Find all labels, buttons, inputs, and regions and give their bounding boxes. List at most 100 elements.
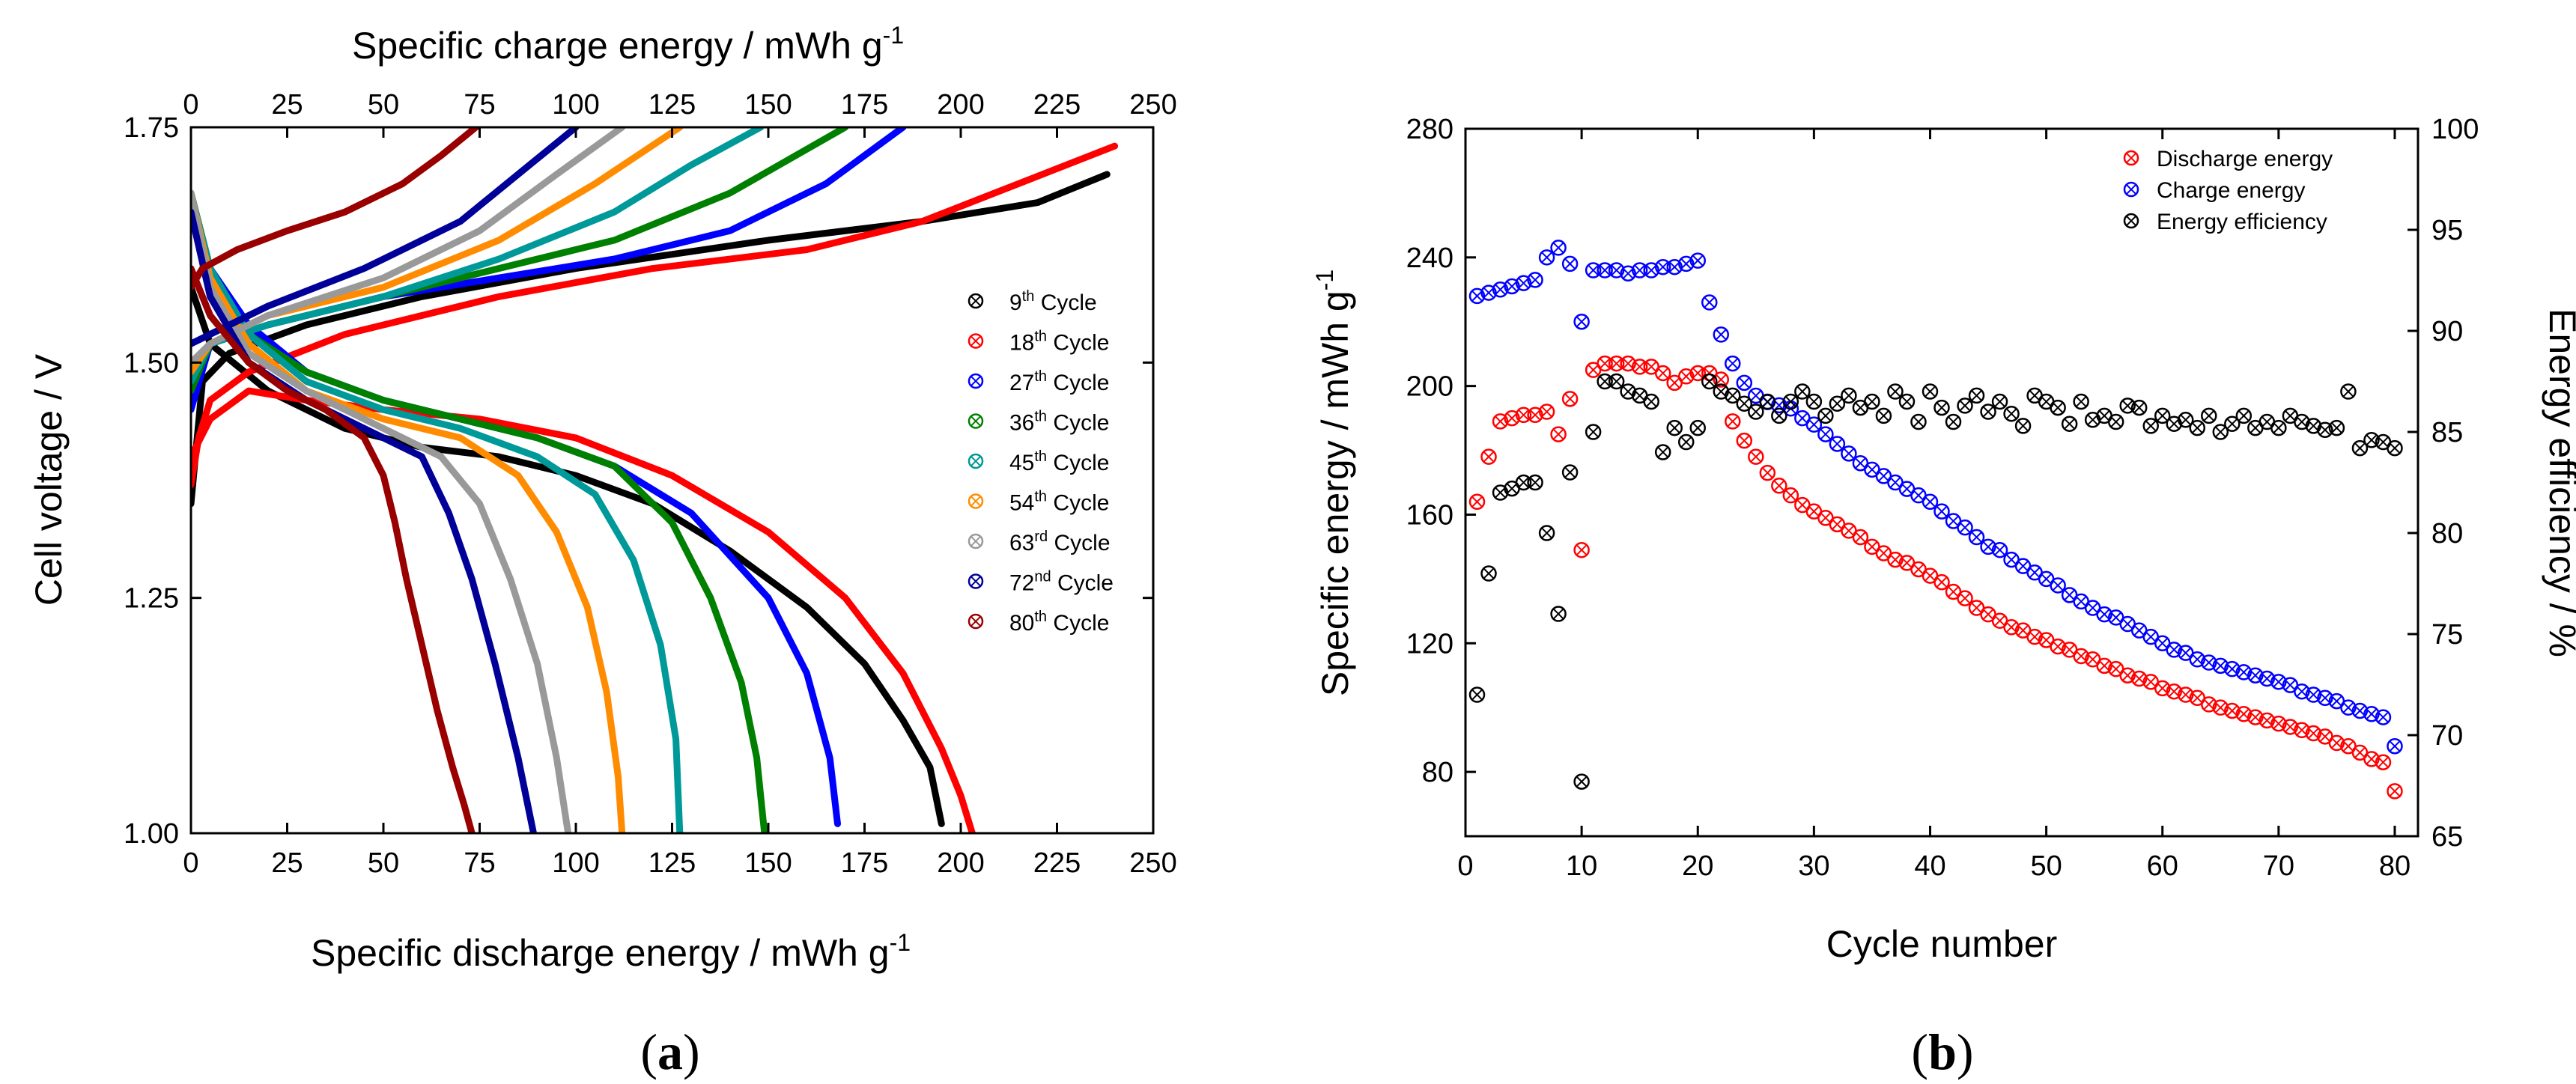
b-charge-energy-point	[1829, 436, 1846, 452]
a-legend-label-36: 36th Cycle	[1009, 409, 1109, 436]
b-energy-efficiency-point	[2130, 399, 2148, 416]
a-x-tick-label: 250	[1129, 847, 1176, 879]
b-legend-label-2: Charge energy	[2157, 178, 2305, 203]
b-x-tick-label: 70	[2263, 850, 2294, 882]
b-charge-energy-point	[2258, 670, 2276, 687]
b-charge-energy-point	[2317, 689, 2333, 707]
b-charge-energy-point	[2224, 660, 2241, 678]
b-energy-efficiency-point	[1991, 393, 2008, 410]
b-charge-energy-point	[1654, 258, 1671, 275]
b-discharge-energy-point	[2050, 638, 2066, 655]
b-charge-energy-point	[2096, 606, 2112, 623]
b-legend-marker-3	[2123, 213, 2139, 229]
b-discharge-energy-point	[1887, 551, 1904, 568]
b-charge-energy-point	[1585, 262, 1602, 278]
b-energy-efficiency-point	[1980, 404, 1996, 420]
b-discharge-energy-point	[1515, 406, 1532, 424]
a-series-layer	[191, 127, 1119, 833]
b-energy-efficiency-point	[1725, 387, 1741, 404]
b-discharge-energy-point	[2026, 628, 2043, 645]
b-energy-efficiency-point	[2317, 421, 2333, 439]
b-y-left-tick-label: 160	[1406, 499, 1453, 531]
b-energy-efficiency-point	[2014, 418, 2032, 434]
b-discharge-energy-point	[1771, 478, 1787, 494]
b-charge-energy-point	[2305, 686, 2322, 703]
a-legend-marker-80	[967, 613, 984, 630]
a-y-tick-label: 1.00	[124, 818, 179, 850]
b-energy-efficiency-point	[1968, 387, 1985, 404]
b-y-right-tick-label: 100	[2431, 114, 2479, 145]
b-discharge-energy-point	[2363, 751, 2380, 767]
a-legend: 9th Cycle 18th Cycle 27th Cycle 36th Cycle 4…	[967, 288, 1114, 636]
b-xlabel: Cycle number	[1826, 923, 2057, 965]
b-energy-efficiency-point	[1922, 383, 1939, 400]
b-discharge-energy-point	[1527, 406, 1543, 424]
b-energy-efficiency-point	[2224, 415, 2241, 432]
b-discharge-energy-point	[1480, 448, 1497, 465]
b-charge-energy-point	[1689, 252, 1706, 269]
b-discharge-energy-point	[1608, 355, 1625, 372]
b-charge-energy-point	[1515, 275, 1532, 291]
b-energy-efficiency-point	[1748, 404, 1764, 420]
b-y-right-tick-label: 90	[2431, 316, 2463, 347]
b-energy-efficiency-point	[1689, 419, 1706, 436]
a-x-top-tick-label: 150	[744, 89, 792, 121]
a-legend-label-45: 45th Cycle	[1009, 448, 1109, 475]
b-energy-efficiency-point	[1898, 393, 1916, 410]
b-energy-efficiency-point	[1608, 373, 1625, 390]
b-x-tick-label: 50	[2030, 850, 2062, 882]
b-charge-energy-point	[1550, 240, 1567, 256]
b-panel-label: (b)	[1911, 1023, 1973, 1080]
b-charge-energy-point	[2119, 615, 2136, 633]
b-energy-efficiency-point	[1794, 383, 1811, 400]
b-charge-energy-point	[1817, 426, 1834, 442]
a-y-tick-label: 1.25	[124, 583, 179, 615]
b-energy-efficiency-point	[2363, 432, 2380, 448]
b-energy-efficiency-point	[2154, 407, 2171, 424]
a-legend-label-54: 54th Cycle	[1009, 489, 1109, 516]
a-x-top-tick-label: 125	[648, 89, 696, 121]
b-discharge-energy-point	[1504, 409, 1520, 427]
b-y-left-tick-label: 80	[1422, 757, 1453, 788]
a-series-54-discharge-line	[191, 189, 626, 833]
a-x-tick-label: 150	[744, 847, 792, 879]
b-charge-energy-point	[1852, 454, 1869, 472]
a-legend-marker-45	[967, 453, 984, 469]
b-legend-label-3: Energy efficiency	[2157, 210, 2327, 234]
b-energy-efficiency-point	[1864, 393, 1880, 410]
b-charge-energy-point	[1805, 416, 1823, 433]
b-ticks: 0 10 20 30 40 50 60 70 80 80 120 160 200 240 280 65 70 75…	[1406, 114, 2479, 882]
b-x-tick-label: 60	[2147, 850, 2178, 882]
b-legend-marker-1	[2123, 150, 2139, 166]
panel-a: 0 0 25 25 50 50 75 75 100 100 125 125 150 150 175 175 20…	[28, 22, 1177, 1080]
b-y-right-tick-label: 80	[2431, 518, 2463, 549]
b-ylabel-right: Energy efficiency / %	[2542, 308, 2576, 657]
b-series-layer	[1468, 240, 2403, 800]
b-discharge-energy-point	[1725, 413, 1741, 430]
b-discharge-energy-point	[1654, 365, 1671, 382]
a-legend-label-9: 9th Cycle	[1009, 288, 1097, 315]
b-discharge-energy-point	[2130, 670, 2148, 687]
b-charge-energy-point	[1725, 355, 1741, 372]
b-energy-efficiency-point	[2212, 424, 2229, 440]
b-y-right-tick-label: 85	[2431, 417, 2463, 448]
a-x-tick-label: 50	[368, 847, 399, 879]
b-charge-energy-point	[1573, 313, 1590, 330]
b-energy-efficiency-point	[1957, 398, 1973, 414]
b-discharge-energy-point	[1713, 371, 1730, 388]
a-series-18-discharge-line	[191, 387, 976, 833]
b-discharge-energy-point	[2282, 719, 2299, 735]
b-y-left-tick-label: 200	[1406, 371, 1453, 403]
b-charge-energy-point	[1538, 249, 1555, 266]
b-discharge-energy-point	[1701, 365, 1718, 382]
b-energy-efficiency-point	[1736, 395, 1753, 412]
b-plot-frame	[1464, 127, 2419, 838]
a-legend-marker-18	[967, 333, 984, 349]
a-series-63-charge-line	[191, 127, 626, 366]
b-charge-energy-point	[1620, 265, 1636, 282]
b-charge-energy-point	[1468, 287, 1486, 305]
a-legend-label-72: 72nd Cycle	[1009, 569, 1114, 596]
b-discharge-energy-point	[1597, 355, 1613, 372]
b-charge-energy-point	[2166, 642, 2182, 658]
b-charge-energy-point	[1480, 284, 1497, 301]
